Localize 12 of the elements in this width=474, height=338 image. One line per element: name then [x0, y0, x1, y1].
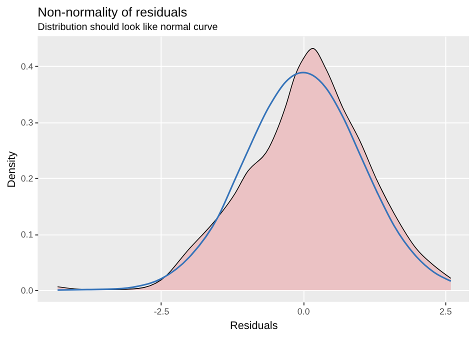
y-tick-label: 0.3 — [20, 117, 34, 128]
y-tick-label: 0.4 — [20, 61, 34, 72]
y-axis-title: Density — [6, 150, 18, 188]
y-tick-label: 0.1 — [20, 230, 34, 240]
x-tick-label: -2.5 — [154, 306, 170, 316]
x-tick-label: 0.0 — [297, 306, 310, 316]
x-axis-title: Residuals — [230, 320, 278, 332]
chart-subtitle: Distribution should look like normal curve — [38, 22, 218, 34]
x-tick-label: 2.5 — [439, 306, 452, 316]
y-tick-label: 0.2 — [20, 173, 34, 184]
y-tick-label: 0.0 — [20, 286, 34, 296]
chart-title: Non-normality of residuals — [38, 4, 188, 20]
